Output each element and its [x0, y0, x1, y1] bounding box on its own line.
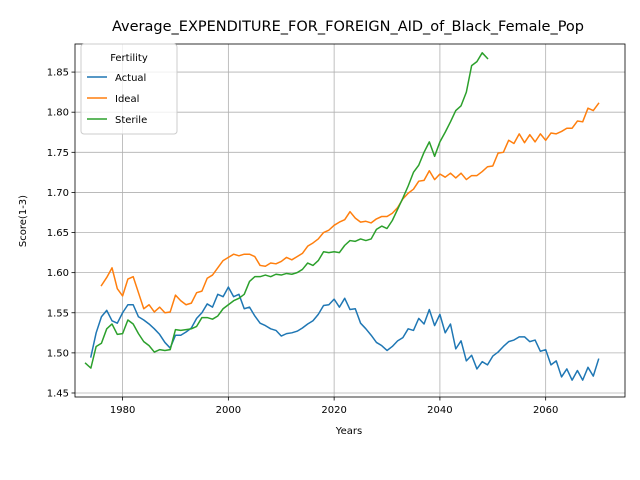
legend: Fertility Actual Ideal Sterile [81, 44, 177, 134]
x-tick-label: 1980 [110, 405, 135, 416]
y-tick-label: 1.80 [47, 108, 69, 119]
y-tick-label: 1.50 [47, 348, 69, 359]
legend-label-actual: Actual [115, 73, 146, 84]
x-tick-label: 2040 [427, 405, 452, 416]
x-tick-label: 2020 [321, 405, 346, 416]
y-axis-label: Score(1-3) [18, 195, 29, 247]
legend-label-sterile: Sterile [115, 115, 147, 126]
y-tick-label: 1.60 [47, 268, 69, 279]
x-tick-label: 2060 [533, 405, 558, 416]
y-tick-label: 1.45 [47, 388, 69, 399]
y-tick-label: 1.85 [47, 68, 69, 79]
x-tick-label: 2000 [216, 405, 241, 416]
legend-title: Fertility [110, 53, 148, 64]
chart-title: Average_EXPENDITURE_FOR_FOREIGN_AID_of_B… [112, 19, 584, 35]
y-tick-label: 1.70 [47, 188, 69, 199]
y-tick-label: 1.55 [47, 308, 69, 319]
legend-label-ideal: Ideal [115, 94, 139, 105]
y-tick-label: 1.65 [47, 228, 69, 239]
x-axis-label: Years [335, 426, 362, 437]
y-tick-label: 1.75 [47, 148, 69, 159]
